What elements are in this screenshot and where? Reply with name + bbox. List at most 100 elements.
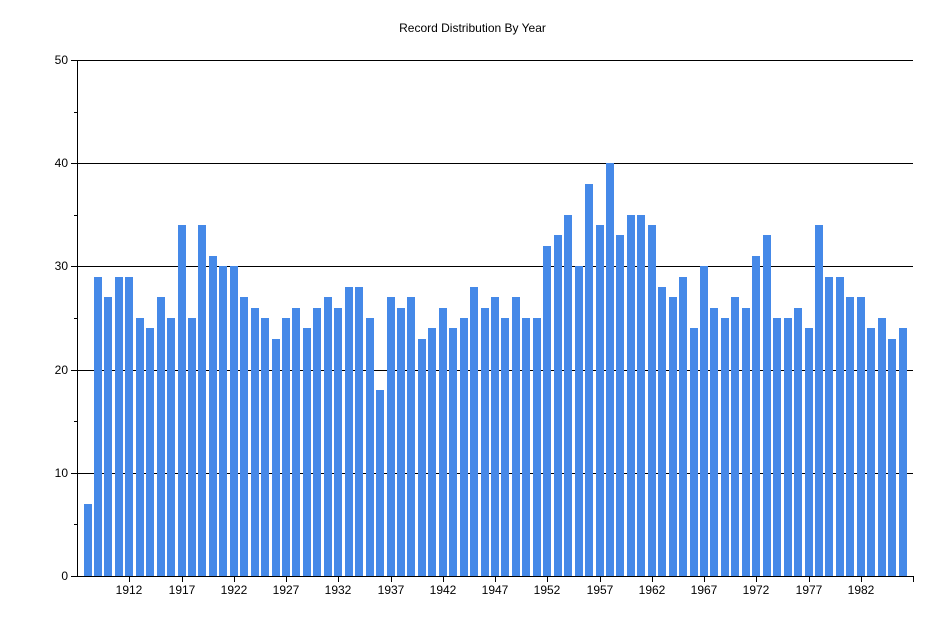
- bar-1936: [376, 390, 384, 576]
- bar-1985: [888, 338, 897, 576]
- bar-1944: [459, 318, 468, 576]
- y-tick-20: [71, 370, 77, 371]
- x-tick-label-1932: 1932: [324, 583, 352, 597]
- bar-1925: [261, 318, 270, 576]
- bar-1963: [658, 287, 667, 576]
- bar-1918: [187, 318, 196, 576]
- y-minor-tick-5: [74, 524, 77, 525]
- bar-1922: [229, 266, 238, 576]
- x-tick-1937: [391, 577, 392, 582]
- y-tick-0: [71, 576, 77, 577]
- y-minor-tick-25: [74, 318, 77, 319]
- bar-1941: [428, 328, 437, 576]
- bar-1960: [626, 214, 635, 576]
- bar-1958: [605, 163, 614, 576]
- x-tick-1912: [129, 577, 130, 582]
- y-tick-label-0: 0: [61, 569, 68, 583]
- x-tick-label-1922: 1922: [220, 583, 248, 597]
- y-tick-label-50: 50: [54, 53, 68, 67]
- x-tick-label-1927: 1927: [272, 583, 300, 597]
- bar-1983: [867, 328, 876, 576]
- bar-1929: [302, 328, 311, 576]
- bar-1923: [240, 297, 249, 576]
- bar-1912: [125, 276, 134, 576]
- bar-1954: [564, 214, 573, 576]
- bar-1937: [386, 297, 395, 576]
- x-axis: [77, 576, 914, 577]
- x-tick-1917: [182, 577, 183, 582]
- x-tick-label-1947: 1947: [481, 583, 509, 597]
- bar-1950: [522, 318, 531, 576]
- bar-1957: [595, 225, 604, 576]
- bar-1967: [700, 266, 708, 576]
- bar-1971: [741, 307, 750, 576]
- x-tick-label-1912: 1912: [115, 583, 143, 597]
- gridline-y-30: [77, 266, 913, 267]
- y-tick-label-40: 40: [54, 156, 68, 170]
- bar-1965: [679, 276, 688, 576]
- y-tick-40: [71, 163, 77, 164]
- x-tick-label-1977: 1977: [795, 583, 823, 597]
- bar-1969: [720, 318, 729, 576]
- bar-1948: [501, 318, 510, 576]
- bar-1961: [637, 214, 646, 576]
- bar-1932: [334, 307, 343, 576]
- bar-1952: [543, 245, 552, 576]
- bar-1982: [856, 297, 865, 576]
- bar-1946: [480, 307, 489, 576]
- gridline-y-50: [77, 60, 913, 61]
- y-tick-50: [71, 60, 77, 61]
- bar-1956: [585, 183, 593, 576]
- bar-1919: [198, 225, 207, 576]
- x-tick-label-1917: 1917: [168, 583, 196, 597]
- bar-1970: [731, 297, 740, 576]
- bar-1909: [93, 276, 102, 576]
- x-tick-label-1937: 1937: [377, 583, 405, 597]
- x-tick-1932: [338, 577, 339, 582]
- bar-1910: [104, 297, 113, 576]
- x-tick-label-1962: 1962: [638, 583, 666, 597]
- bar-1977: [804, 328, 813, 576]
- bar-1947: [491, 297, 499, 576]
- bar-1908: [83, 503, 92, 576]
- bar-1986: [898, 328, 907, 576]
- bar-1966: [689, 328, 698, 576]
- x-tick-1922: [234, 577, 235, 582]
- bar-1931: [323, 297, 332, 576]
- bar-1913: [135, 318, 144, 576]
- bar-1916: [167, 318, 176, 576]
- y-tick-10: [71, 473, 77, 474]
- chart-title: Record Distribution By Year: [399, 21, 546, 35]
- x-tick-1967: [704, 577, 705, 582]
- bar-1953: [553, 235, 562, 576]
- x-tick-label-1967: 1967: [690, 583, 718, 597]
- x-tick-1977: [809, 577, 810, 582]
- bar-1942: [438, 307, 447, 576]
- x-tick-label-1957: 1957: [586, 583, 614, 597]
- bar-1911: [114, 276, 123, 576]
- bar-1928: [292, 307, 301, 576]
- bar-1943: [449, 328, 458, 576]
- bar-1964: [668, 297, 677, 576]
- y-tick-30: [71, 266, 77, 267]
- bar-1973: [762, 235, 771, 576]
- bar-1924: [250, 307, 259, 576]
- bar-1984: [877, 318, 886, 576]
- x-tick-1952: [547, 577, 548, 582]
- x-tick-1987: [913, 577, 914, 582]
- x-tick-label-1952: 1952: [533, 583, 561, 597]
- bar-1939: [407, 297, 416, 576]
- bar-1962: [647, 225, 656, 576]
- bar-1951: [532, 318, 541, 576]
- bar-1945: [470, 287, 479, 576]
- y-minor-tick-45: [74, 112, 77, 113]
- bar-1955: [574, 266, 583, 576]
- bar-1974: [773, 318, 782, 576]
- bar-1959: [616, 235, 625, 576]
- bar-1949: [511, 297, 520, 576]
- bar-1915: [156, 297, 165, 576]
- bar-1940: [417, 338, 426, 576]
- x-tick-label-1972: 1972: [742, 583, 770, 597]
- y-tick-label-30: 30: [54, 259, 68, 273]
